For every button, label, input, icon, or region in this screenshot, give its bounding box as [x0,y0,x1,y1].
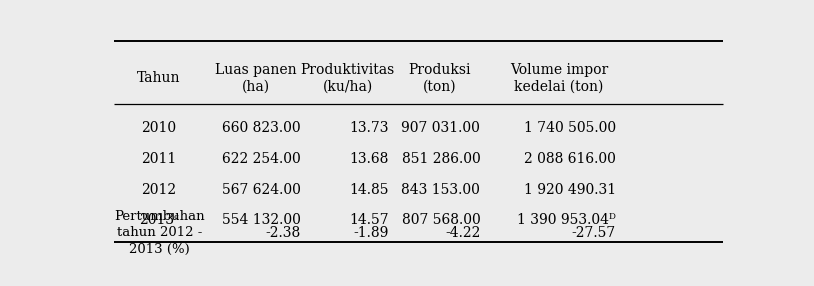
Text: 1 920 490.31: 1 920 490.31 [523,182,616,196]
Text: 622 254.00: 622 254.00 [221,152,300,166]
Text: 907 031.00: 907 031.00 [401,121,480,135]
Text: 13.73: 13.73 [349,121,389,135]
Text: Volume impor
kedelai (ton): Volume impor kedelai (ton) [510,63,608,94]
Text: Pertumbuhan
tahun 2012 -
2013 (%): Pertumbuhan tahun 2012 - 2013 (%) [114,210,205,255]
Text: 2011: 2011 [141,152,176,166]
Text: 807 568.00: 807 568.00 [401,213,480,227]
Text: 567 624.00: 567 624.00 [221,182,300,196]
Text: 13.68: 13.68 [349,152,389,166]
Text: 660 823.00: 660 823.00 [222,121,300,135]
Text: 843 153.00: 843 153.00 [401,182,480,196]
Text: -4.22: -4.22 [445,226,480,239]
Text: 1 390 953.04ᴰ: 1 390 953.04ᴰ [517,213,616,227]
Text: -1.89: -1.89 [353,226,389,239]
Text: 1 740 505.00: 1 740 505.00 [523,121,616,135]
Text: -2.38: -2.38 [265,226,300,239]
Text: 14.85: 14.85 [349,182,389,196]
Text: Tahun: Tahun [137,72,180,85]
Text: 14.57: 14.57 [349,213,389,227]
Text: 554 132.00: 554 132.00 [221,213,300,227]
Text: 2012: 2012 [141,182,176,196]
Text: Produktivitas
(ku/ha): Produktivitas (ku/ha) [300,63,395,94]
Text: -27.57: -27.57 [571,226,616,239]
Text: 2 088 616.00: 2 088 616.00 [524,152,616,166]
Text: 851 286.00: 851 286.00 [401,152,480,166]
Text: Produksi
(ton): Produksi (ton) [408,63,470,94]
Text: 2010: 2010 [141,121,176,135]
Text: 2013ᶜ: 2013ᶜ [138,213,178,227]
Text: Luas panen
(ha): Luas panen (ha) [216,63,297,94]
